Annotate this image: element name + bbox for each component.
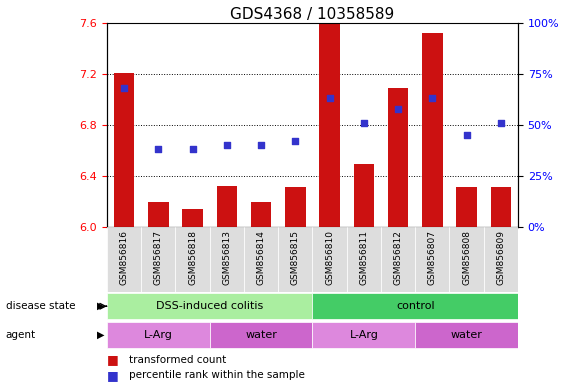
Text: L-Arg: L-Arg xyxy=(350,330,378,340)
Text: agent: agent xyxy=(6,330,36,340)
Bar xyxy=(312,322,415,348)
Text: GSM856809: GSM856809 xyxy=(497,230,506,285)
Bar xyxy=(107,293,312,319)
Point xyxy=(291,138,300,144)
Point xyxy=(188,146,197,152)
Point xyxy=(359,120,368,126)
Text: ■: ■ xyxy=(107,353,119,366)
Point xyxy=(222,142,231,148)
Point xyxy=(428,95,437,101)
Text: L-Arg: L-Arg xyxy=(144,330,173,340)
Bar xyxy=(107,322,209,348)
Bar xyxy=(176,227,209,292)
Text: ■: ■ xyxy=(107,369,119,382)
Text: control: control xyxy=(396,301,435,311)
Bar xyxy=(484,227,518,292)
Bar xyxy=(312,227,347,292)
Bar xyxy=(415,322,518,348)
Bar xyxy=(107,227,141,292)
Point xyxy=(154,146,163,152)
Bar xyxy=(285,187,306,227)
Bar xyxy=(490,187,511,227)
Bar xyxy=(415,227,449,292)
Bar xyxy=(388,88,408,227)
Point xyxy=(257,142,266,148)
Bar xyxy=(251,202,271,227)
Text: GSM856814: GSM856814 xyxy=(257,230,266,285)
Bar xyxy=(278,227,312,292)
Bar xyxy=(456,187,477,227)
Text: GSM856810: GSM856810 xyxy=(325,230,334,285)
Text: disease state: disease state xyxy=(6,301,75,311)
Bar xyxy=(217,186,237,227)
Bar xyxy=(381,227,415,292)
Point xyxy=(497,120,506,126)
Bar xyxy=(312,293,518,319)
Text: ▶: ▶ xyxy=(97,301,104,311)
Bar xyxy=(209,227,244,292)
Text: ▶: ▶ xyxy=(97,330,104,340)
Text: transformed count: transformed count xyxy=(129,355,227,365)
Bar xyxy=(449,227,484,292)
Text: DSS-induced colitis: DSS-induced colitis xyxy=(156,301,263,311)
Text: GSM856815: GSM856815 xyxy=(291,230,300,285)
Bar xyxy=(319,23,340,227)
Text: GSM856813: GSM856813 xyxy=(222,230,231,285)
Text: GSM856811: GSM856811 xyxy=(359,230,368,285)
Text: water: water xyxy=(450,330,482,340)
Bar xyxy=(354,164,374,227)
Bar xyxy=(141,227,176,292)
Text: GSM856817: GSM856817 xyxy=(154,230,163,285)
Text: GSM856808: GSM856808 xyxy=(462,230,471,285)
Point xyxy=(394,106,403,112)
Bar xyxy=(114,73,135,227)
Bar xyxy=(182,209,203,227)
Point xyxy=(462,132,471,138)
Text: water: water xyxy=(245,330,277,340)
Text: GSM856816: GSM856816 xyxy=(119,230,128,285)
Bar xyxy=(209,322,312,348)
Point xyxy=(119,85,128,91)
Title: GDS4368 / 10358589: GDS4368 / 10358589 xyxy=(230,7,395,22)
Text: GSM856807: GSM856807 xyxy=(428,230,437,285)
Point xyxy=(325,95,334,101)
Bar xyxy=(148,202,169,227)
Text: GSM856812: GSM856812 xyxy=(394,230,403,285)
Bar xyxy=(422,33,443,227)
Text: percentile rank within the sample: percentile rank within the sample xyxy=(129,370,305,381)
Bar xyxy=(244,227,278,292)
Bar xyxy=(347,227,381,292)
Text: GSM856818: GSM856818 xyxy=(188,230,197,285)
